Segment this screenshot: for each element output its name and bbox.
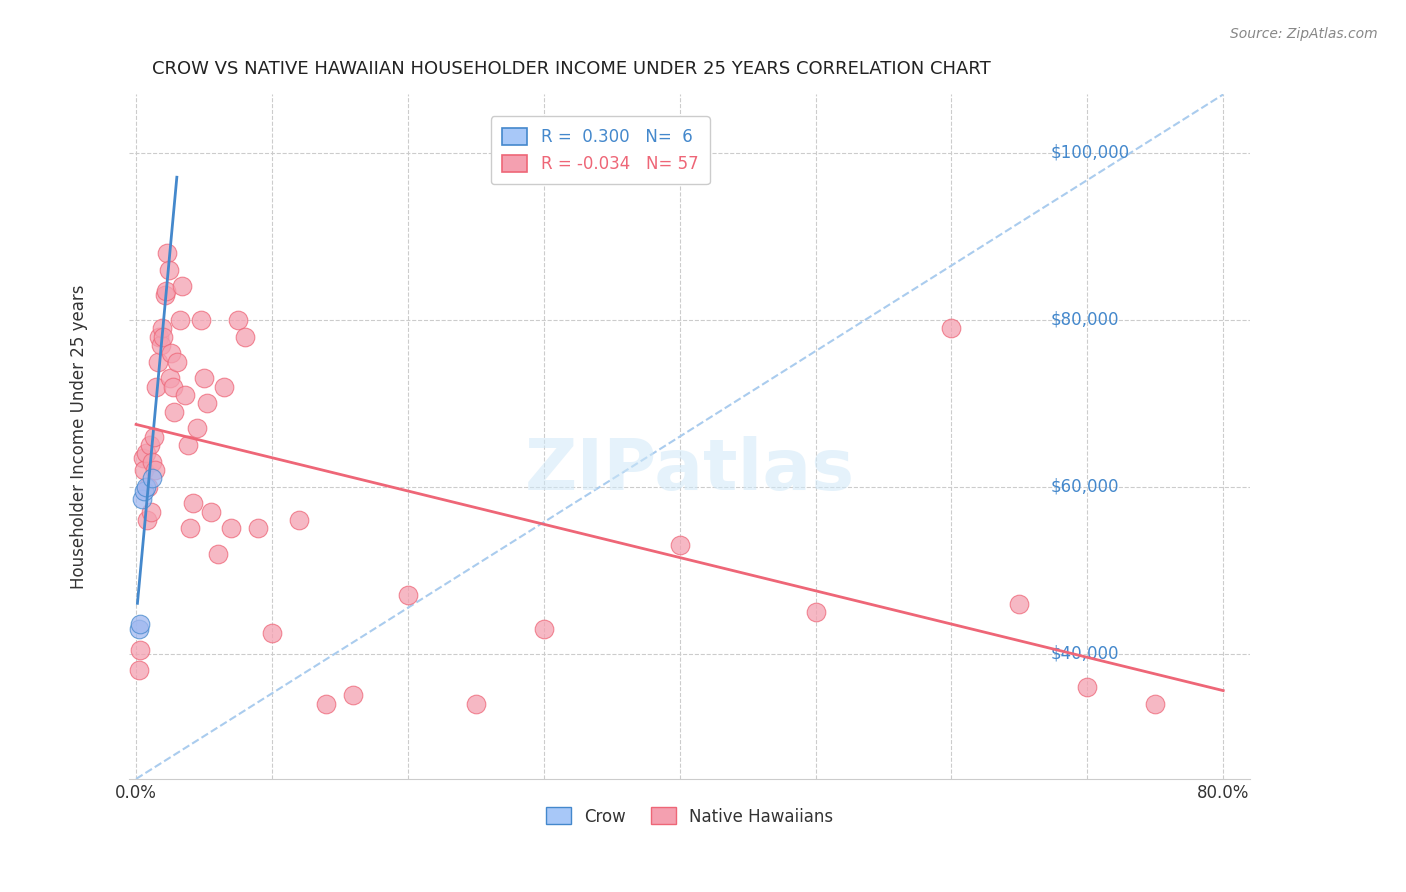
Point xyxy=(131,492,153,507)
Point xyxy=(134,483,156,498)
Point xyxy=(134,463,156,477)
Point xyxy=(396,588,419,602)
Point xyxy=(169,313,191,327)
Point xyxy=(195,396,218,410)
Point xyxy=(162,379,184,393)
Point xyxy=(288,513,311,527)
Point xyxy=(260,625,283,640)
Point xyxy=(219,521,242,535)
Text: $80,000: $80,000 xyxy=(1050,310,1119,329)
Point xyxy=(142,430,165,444)
Point xyxy=(143,463,166,477)
Point xyxy=(941,321,963,335)
Point xyxy=(146,354,169,368)
Point xyxy=(141,471,163,485)
Point xyxy=(342,689,364,703)
Point xyxy=(163,404,186,418)
Point xyxy=(177,438,200,452)
Point xyxy=(149,338,172,352)
Text: ZIPatlas: ZIPatlas xyxy=(524,436,855,506)
Point xyxy=(533,622,555,636)
Point xyxy=(190,313,212,327)
Point xyxy=(160,346,183,360)
Point xyxy=(135,480,157,494)
Point xyxy=(129,642,152,657)
Point xyxy=(156,246,179,260)
Point xyxy=(148,329,170,343)
Point xyxy=(136,480,159,494)
Point xyxy=(152,329,174,343)
Point xyxy=(135,446,157,460)
Text: $60,000: $60,000 xyxy=(1050,478,1119,496)
Text: Householder Income Under 25 years: Householder Income Under 25 years xyxy=(70,285,87,589)
Point xyxy=(155,284,177,298)
Point xyxy=(153,287,176,301)
Point xyxy=(1144,697,1167,711)
Text: $40,000: $40,000 xyxy=(1050,645,1119,663)
Legend: Crow, Native Hawaiians: Crow, Native Hawaiians xyxy=(540,801,841,832)
Point xyxy=(129,617,152,632)
Point xyxy=(1008,597,1031,611)
Point xyxy=(128,664,150,678)
Text: Source: ZipAtlas.com: Source: ZipAtlas.com xyxy=(1230,27,1378,41)
Point xyxy=(464,697,486,711)
Point xyxy=(193,371,215,385)
Point xyxy=(166,354,188,368)
Point xyxy=(145,379,167,393)
Point xyxy=(139,505,162,519)
Text: $100,000: $100,000 xyxy=(1050,144,1130,161)
Point xyxy=(1076,680,1098,694)
Point xyxy=(159,371,181,385)
Text: CROW VS NATIVE HAWAIIAN HOUSEHOLDER INCOME UNDER 25 YEARS CORRELATION CHART: CROW VS NATIVE HAWAIIAN HOUSEHOLDER INCO… xyxy=(152,60,990,78)
Point xyxy=(214,379,236,393)
Point xyxy=(174,388,197,402)
Point xyxy=(233,329,256,343)
Point xyxy=(138,438,160,452)
Point xyxy=(157,262,180,277)
Point xyxy=(172,279,194,293)
Point xyxy=(128,622,150,636)
Point xyxy=(136,513,159,527)
Point xyxy=(804,605,827,619)
Point xyxy=(132,450,155,465)
Point xyxy=(179,521,201,535)
Point xyxy=(226,313,249,327)
Point xyxy=(247,521,270,535)
Point xyxy=(200,505,222,519)
Point xyxy=(181,496,204,510)
Point xyxy=(141,455,163,469)
Point xyxy=(186,421,208,435)
Point xyxy=(668,538,690,552)
Point xyxy=(207,547,229,561)
Point xyxy=(315,697,337,711)
Point xyxy=(150,321,173,335)
